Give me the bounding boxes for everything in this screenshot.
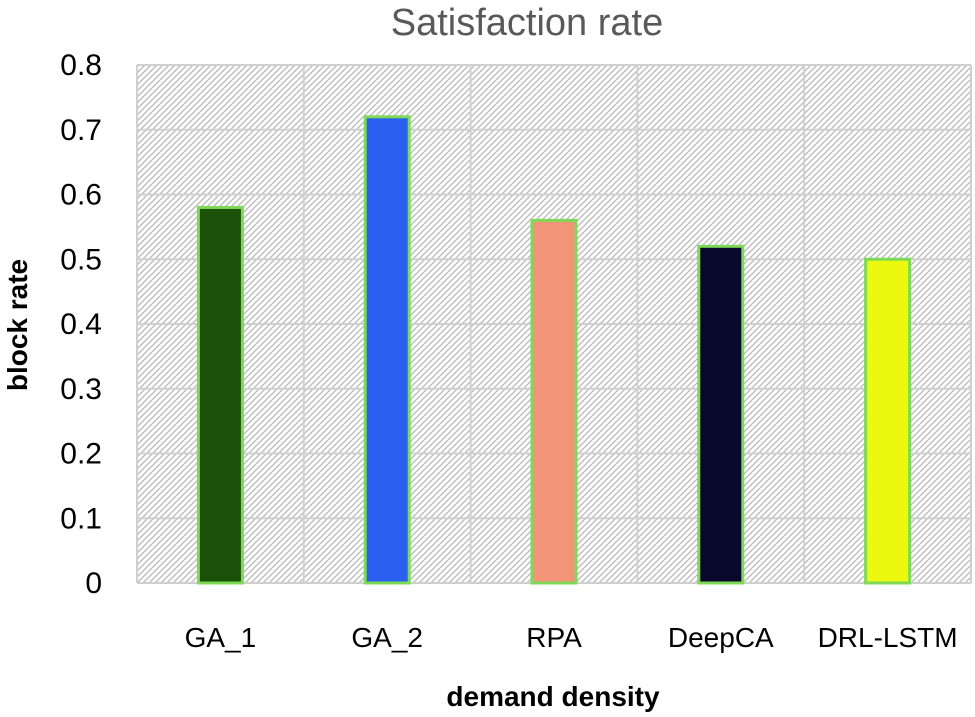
bar-drl-lstm <box>864 257 912 585</box>
y-tick-label: 0.6 <box>60 179 102 212</box>
y-tick-label: 0.4 <box>60 308 102 341</box>
y-tick-label: 0 <box>85 567 102 600</box>
bars <box>196 115 912 585</box>
x-tick-label: DeepCA <box>668 622 774 653</box>
y-tick-label: 0.1 <box>60 502 102 535</box>
chart-title: Satisfaction rate <box>391 2 663 44</box>
x-tick-label: RPA <box>526 622 582 653</box>
x-axis-label: demand density <box>446 681 660 712</box>
bar-ga-2 <box>363 115 411 585</box>
y-tick-label: 0.5 <box>60 243 102 276</box>
y-tick-label: 0.8 <box>60 49 102 82</box>
bar-ga-1 <box>196 205 244 585</box>
y-tick-label: 0.2 <box>60 438 102 471</box>
x-tick-label: GA_1 <box>185 622 257 653</box>
bar-deepca <box>697 244 745 585</box>
x-axis-ticks: GA_1 GA_2 RPA DeepCA DRL-LSTM <box>185 622 958 653</box>
y-tick-label: 0.7 <box>60 114 102 147</box>
x-tick-label: DRL-LSTM <box>818 622 958 653</box>
y-tick-label: 0.3 <box>60 373 102 406</box>
bar-rpa <box>530 218 578 585</box>
x-tick-label: GA_2 <box>351 622 423 653</box>
y-axis-label: block rate <box>2 259 33 391</box>
y-axis-ticks: 0 0.1 0.2 0.3 0.4 0.5 0.6 0.7 0.8 <box>60 49 102 600</box>
